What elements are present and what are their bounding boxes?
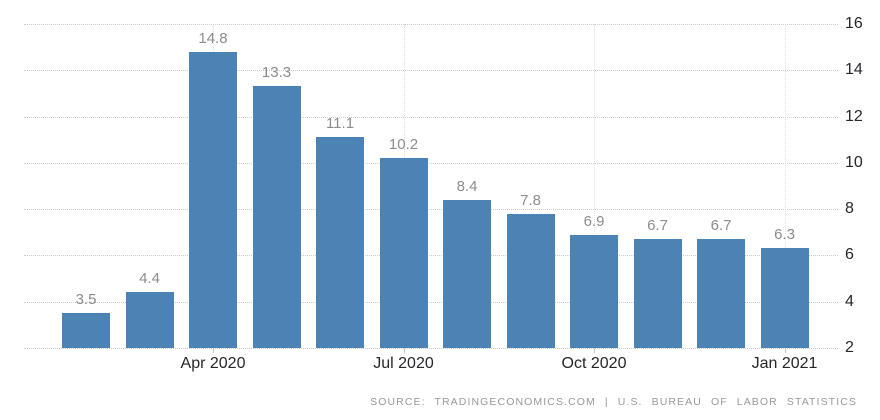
y-tick-label: 16 [845, 15, 863, 32]
bar-value-label: 6.9 [583, 212, 605, 230]
x-tick-label: Jan 2021 [751, 355, 818, 372]
y-tick-label: 2 [845, 339, 854, 356]
bar-value-label: 10.2 [388, 136, 419, 154]
bar [379, 158, 428, 348]
h-gridline [24, 209, 838, 211]
h-gridline [24, 162, 838, 164]
bar-value-label: 6.7 [710, 217, 732, 235]
bar-value-label: 8.4 [456, 177, 478, 195]
x-tick-label: Oct 2020 [561, 355, 627, 372]
x-tick-label: Apr 2020 [180, 355, 246, 372]
x-tick-mark [213, 348, 214, 353]
y-tick-label: 8 [845, 200, 854, 218]
bar [125, 292, 174, 348]
bar-value-label: 6.3 [774, 226, 795, 244]
bar-value-label: 13.3 [261, 64, 292, 82]
bar-value-label: 4.4 [139, 270, 160, 288]
h-gridline [24, 348, 838, 349]
bar [570, 234, 618, 348]
bar [316, 137, 364, 348]
bar-value-label: 14.8 [198, 29, 228, 47]
h-gridline [24, 116, 838, 118]
bar-value-label: 6.7 [647, 217, 668, 235]
x-tick-mark [784, 348, 786, 353]
bar [760, 248, 809, 348]
h-gridline [24, 301, 838, 303]
bar [62, 313, 110, 348]
bar [506, 213, 555, 348]
h-gridline [24, 24, 838, 25]
bar [443, 199, 491, 348]
source-attribution: SOURCE: TRADINGECONOMICS.COM | U.S. BURE… [370, 396, 857, 408]
bar-value-label: 3.5 [75, 291, 97, 309]
bar-value-label: 7.8 [520, 191, 541, 209]
bar-value-label: 11.1 [325, 115, 355, 133]
y-tick-label: 6 [845, 246, 854, 264]
bar [633, 239, 682, 348]
y-tick-label: 4 [845, 292, 854, 310]
bar [252, 86, 301, 348]
bar [189, 51, 237, 348]
v-gridline [594, 24, 595, 348]
x-tick-mark [594, 348, 595, 353]
bar [697, 239, 745, 348]
y-tick-label: 14 [845, 61, 863, 79]
h-gridline [24, 70, 838, 72]
y-tick-label: 10 [845, 153, 863, 171]
h-gridline [24, 255, 838, 257]
x-tick-label: Jul 2020 [373, 355, 434, 372]
v-gridline [784, 24, 786, 348]
y-tick-label: 12 [845, 107, 863, 125]
x-tick-mark [403, 348, 405, 353]
